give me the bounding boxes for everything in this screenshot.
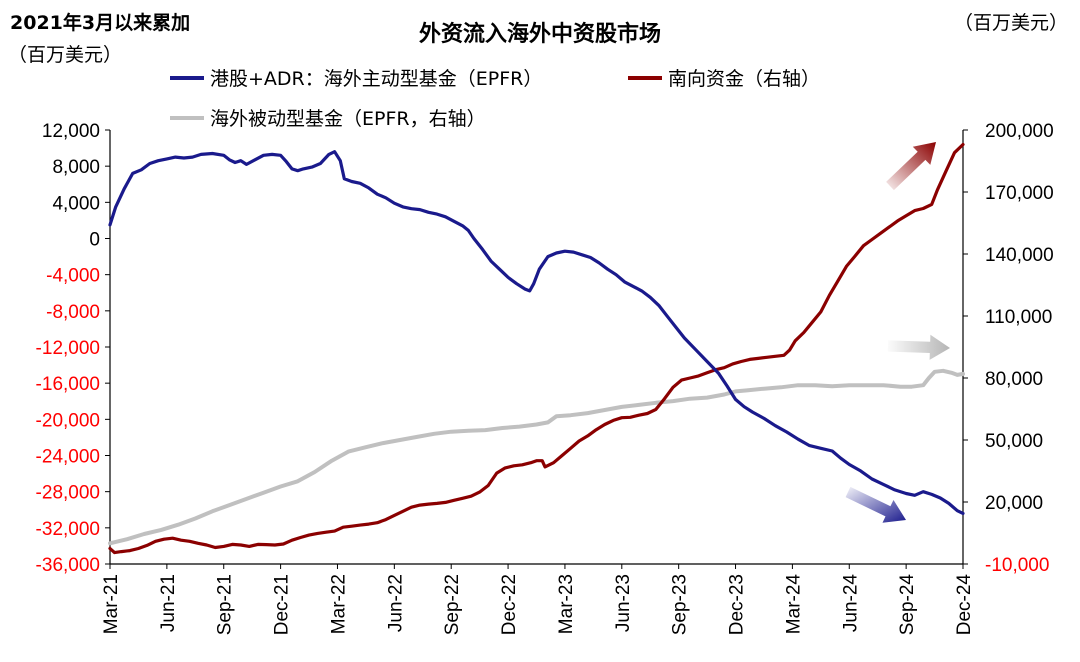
legend-item-southbound: 南向资金（右轴） — [628, 64, 820, 91]
x-tick-label: Dec-24 — [954, 574, 975, 636]
legend-label-active-funds: 港股+ADR：海外主动型基金（EPFR） — [210, 68, 543, 90]
legend-swatch-active-funds — [170, 75, 204, 80]
legend-item-passive-funds: 海外被动型基金（EPFR，右轴） — [170, 104, 486, 131]
left-tick-label: -12,000 — [36, 338, 100, 359]
series-line-active-funds — [108, 150, 965, 515]
legend-label-passive-funds: 海外被动型基金（EPFR，右轴） — [210, 108, 486, 130]
right-tick-label: 50,000 — [985, 431, 1043, 452]
x-tick-label: Jun-24 — [840, 574, 861, 633]
legend-item-active-funds: 港股+ADR：海外主动型基金（EPFR） — [170, 64, 542, 91]
left-tick-label: 8,000 — [52, 157, 100, 178]
right-tick-label: 110,000 — [985, 307, 1052, 328]
x-tick-label: Sep-23 — [670, 574, 691, 635]
series-line-southbound — [108, 142, 965, 555]
x-tick-label: Sep-21 — [215, 574, 236, 635]
x-tick-label: Jun-21 — [158, 574, 179, 632]
right-tick-label: -10,000 — [985, 555, 1049, 576]
left-tick-label: -32,000 — [36, 519, 100, 540]
legend-label-southbound: 南向资金（右轴） — [668, 68, 821, 90]
left-tick-label: 4,000 — [52, 193, 100, 214]
x-tick-label: Mar-22 — [328, 574, 349, 634]
right-tick-label: 20,000 — [985, 493, 1043, 514]
left-axis-note: 2021年3月以来累加 — [10, 12, 191, 34]
arrow-southbound-up — [886, 142, 936, 191]
x-tick-label: Mar-23 — [556, 574, 577, 634]
x-tick-label: Mar-24 — [783, 574, 804, 635]
legend-swatch-passive-funds — [170, 115, 204, 120]
x-tick-label: Sep-22 — [442, 574, 463, 635]
chart-title: 外资流入海外中资股市场 — [418, 22, 661, 47]
left-axis-unit: （百万美元） — [8, 44, 123, 66]
x-tick-label: Dec-22 — [499, 574, 520, 635]
x-tick-label: Jun-22 — [385, 574, 406, 632]
left-tick-label: 12,000 — [42, 121, 100, 142]
right-axis-unit: （百万美元） — [953, 12, 1068, 34]
arrow-active-down — [845, 486, 906, 523]
left-tick-label: -16,000 — [36, 374, 100, 395]
left-tick-label: -24,000 — [36, 447, 100, 468]
left-tick-label: -4,000 — [46, 266, 100, 287]
left-tick-label: 0 — [89, 230, 100, 251]
left-tick-label: -20,000 — [36, 410, 100, 431]
x-tick-label: Dec-21 — [272, 574, 293, 635]
right-tick-label: 200,000 — [985, 121, 1054, 142]
legend-swatch-southbound — [628, 75, 662, 80]
x-tick-label: Dec-23 — [727, 574, 748, 635]
x-tick-label: Sep-24 — [897, 574, 918, 636]
arrow-passive-right — [887, 334, 950, 360]
right-tick-label: 140,000 — [985, 245, 1054, 266]
right-tick-label: 170,000 — [985, 183, 1054, 204]
left-tick-label: -28,000 — [36, 483, 100, 504]
x-tick-label: Mar-21 — [101, 574, 122, 634]
x-tick-label: Jun-23 — [613, 574, 634, 632]
left-tick-label: -8,000 — [46, 302, 100, 323]
left-tick-label: -36,000 — [36, 555, 100, 576]
right-tick-label: 80,000 — [985, 369, 1043, 390]
series-line-passive-funds — [108, 368, 965, 546]
